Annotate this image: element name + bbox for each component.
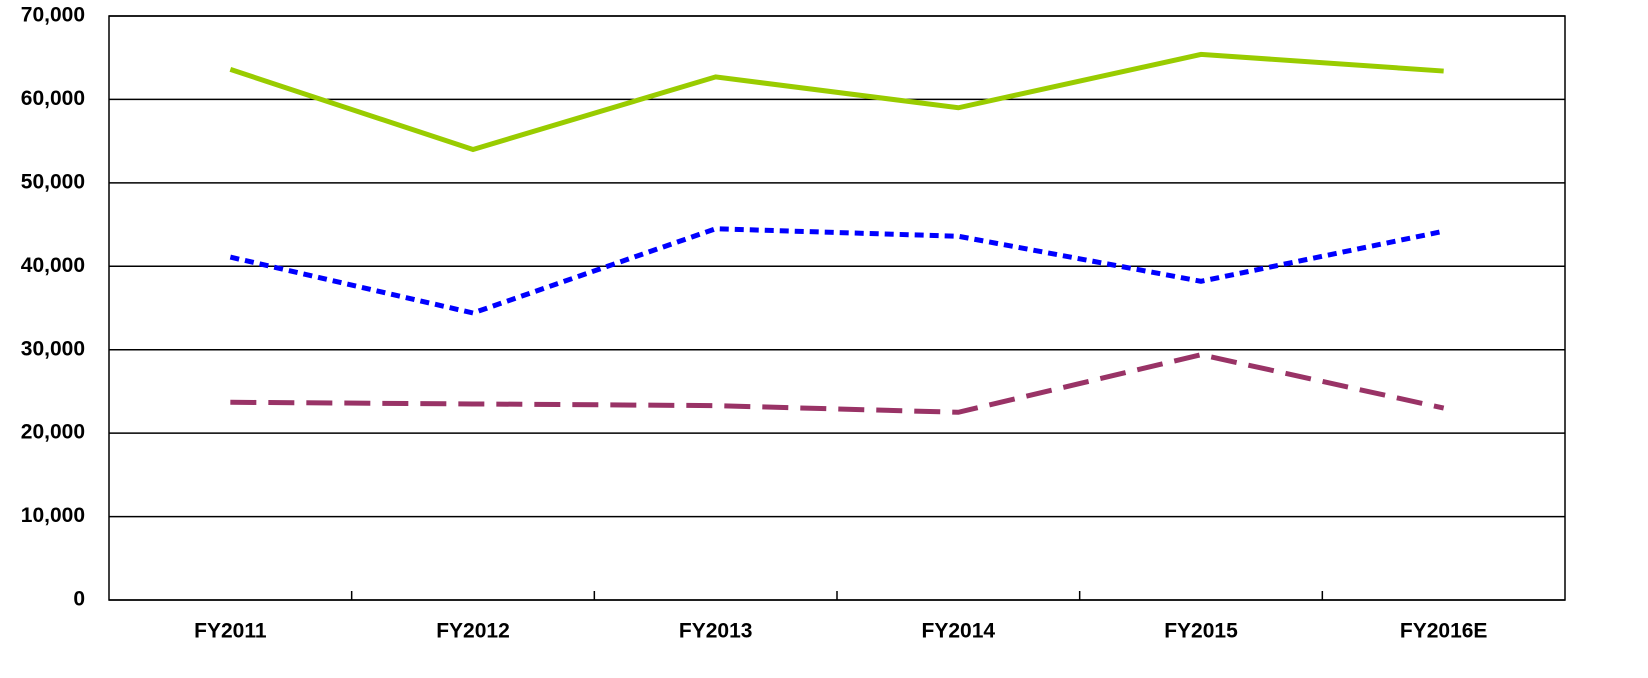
y-tick-label: 50,000 [21, 170, 85, 193]
y-tick-label: 60,000 [21, 87, 85, 110]
y-tick-label: 0 [73, 588, 85, 611]
x-tick-label: FY2012 [436, 620, 510, 643]
x-tick-label: FY2015 [1164, 620, 1238, 643]
line-series [229, 51, 1444, 153]
line-series [229, 226, 1445, 316]
y-tick-label: 20,000 [21, 421, 85, 444]
x-tick-label: FY2014 [922, 620, 996, 643]
x-tick-label: FY2016E [1400, 620, 1488, 643]
line-series [230, 352, 1445, 415]
x-tick-label: FY2011 [194, 620, 267, 643]
y-tick-label: 40,000 [21, 254, 85, 277]
x-tick-label: FY2013 [679, 620, 753, 643]
y-tick-label: 70,000 [21, 4, 85, 27]
y-tick-label: 30,000 [21, 337, 85, 360]
y-tick-label: 10,000 [21, 504, 85, 527]
